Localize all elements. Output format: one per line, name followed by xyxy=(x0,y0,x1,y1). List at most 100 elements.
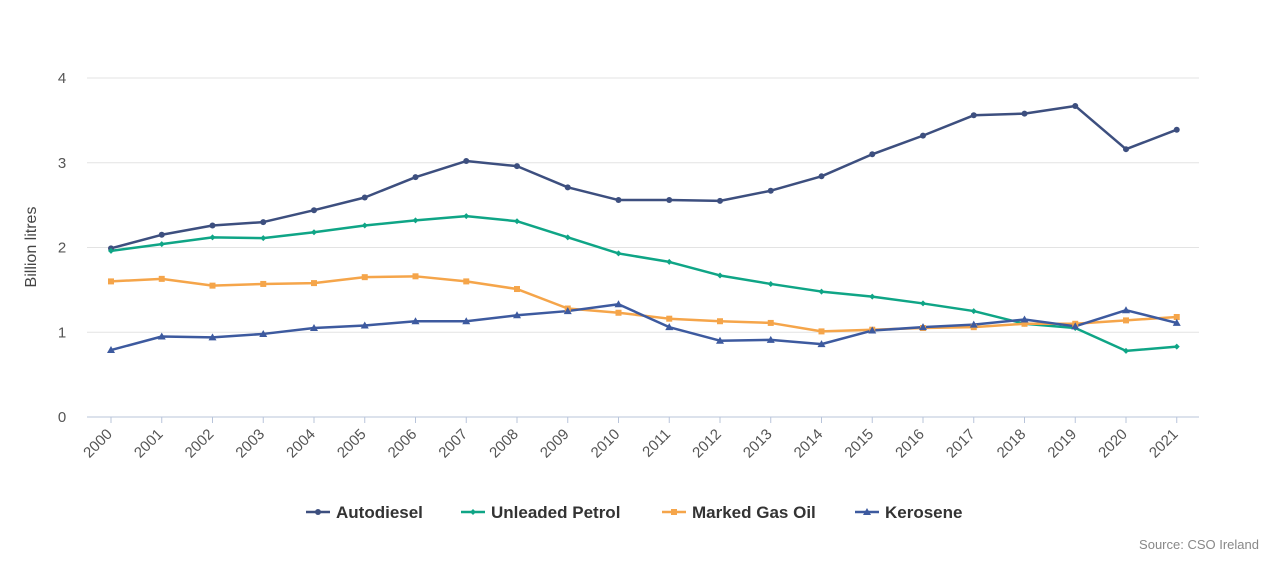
data-point-unleaded-petrol xyxy=(1173,343,1180,350)
data-point-kerosene xyxy=(513,311,521,319)
data-point-unleaded-petrol xyxy=(970,308,977,315)
x-tick-label: 2015 xyxy=(841,426,877,462)
data-point-autodiesel xyxy=(209,222,216,229)
x-tick-label: 2011 xyxy=(639,426,674,461)
data-point-unleaded-petrol xyxy=(920,300,926,307)
legend-marker xyxy=(470,509,476,515)
data-point-autodiesel xyxy=(311,207,317,214)
data-point-unleaded-petrol xyxy=(158,241,165,248)
data-point-kerosene xyxy=(411,317,420,325)
data-point-kerosene xyxy=(919,323,927,331)
data-point-unleaded-petrol xyxy=(514,218,520,225)
data-point-unleaded-petrol xyxy=(361,222,368,229)
series-markers xyxy=(107,102,1181,354)
data-point-kerosene xyxy=(766,335,775,343)
x-tick-label: 2013 xyxy=(740,426,776,462)
data-point-autodiesel xyxy=(1072,102,1079,109)
data-point-kerosene xyxy=(1172,318,1181,326)
source-note: Source: CSO Ireland xyxy=(1139,537,1259,552)
data-point-kerosene xyxy=(716,336,724,344)
data-point-unleaded-petrol xyxy=(108,247,114,254)
data-point-unleaded-petrol xyxy=(717,272,723,279)
legend-marker xyxy=(863,508,871,515)
data-point-kerosene xyxy=(1071,322,1080,330)
x-tick-label: 2009 xyxy=(537,426,573,462)
data-point-marked-gas-oil xyxy=(108,278,114,285)
data-point-marked-gas-oil xyxy=(767,319,774,326)
data-point-marked-gas-oil xyxy=(412,273,419,280)
y-tick-label: 0 xyxy=(58,409,66,426)
data-point-marked-gas-oil xyxy=(209,282,216,289)
legend-item-kerosene: Kerosene xyxy=(855,503,962,522)
x-tick-label: 2016 xyxy=(892,426,928,462)
data-point-kerosene xyxy=(563,307,572,315)
x-tick-label: 2001 xyxy=(131,426,167,462)
data-point-unleaded-petrol xyxy=(311,229,317,236)
data-point-autodiesel xyxy=(514,163,520,170)
legend-label: Kerosene xyxy=(885,503,962,522)
x-tick-label: 2008 xyxy=(486,426,522,462)
data-point-unleaded-petrol xyxy=(767,280,774,287)
data-point-autodiesel xyxy=(717,197,723,204)
x-axis-ticks: 2000 2001 2002 2003 2004 2005 2006 2007 2008 2009… xyxy=(80,417,1182,462)
x-tick-label: 2002 xyxy=(182,426,218,462)
x-tick-label: 2007 xyxy=(435,426,471,462)
legend-marker xyxy=(671,509,677,515)
data-point-autodiesel xyxy=(818,173,825,180)
data-point-autodiesel xyxy=(615,197,622,204)
series-lines xyxy=(110,104,1178,353)
data-point-autodiesel xyxy=(970,112,977,119)
x-tick-label: 2010 xyxy=(588,426,624,462)
data-point-unleaded-petrol xyxy=(1123,347,1129,354)
data-point-marked-gas-oil xyxy=(615,309,622,316)
legend: Autodiesel Unleaded Petrol Marked Gas Oil K… xyxy=(306,503,962,522)
data-point-kerosene xyxy=(157,332,166,340)
data-point-unleaded-petrol xyxy=(463,213,470,220)
data-point-unleaded-petrol xyxy=(564,234,571,241)
data-point-autodiesel xyxy=(412,174,419,181)
y-tick-label: 1 xyxy=(58,324,66,341)
y-tick-label: 2 xyxy=(58,240,66,257)
x-tick-label: 2018 xyxy=(994,426,1030,462)
legend-item-autodiesel: Autodiesel xyxy=(306,503,423,522)
data-point-autodiesel xyxy=(767,187,774,194)
data-point-unleaded-petrol xyxy=(818,288,825,295)
data-point-autodiesel xyxy=(869,151,876,158)
data-point-autodiesel xyxy=(666,197,673,204)
data-point-marked-gas-oil xyxy=(717,318,723,325)
data-point-kerosene xyxy=(310,324,318,332)
x-tick-label: 2006 xyxy=(385,426,421,462)
x-tick-label: 2020 xyxy=(1095,426,1131,462)
data-point-marked-gas-oil xyxy=(260,280,267,287)
data-point-autodiesel xyxy=(920,132,926,139)
data-point-unleaded-petrol xyxy=(260,235,267,242)
series-line-autodiesel xyxy=(110,104,1178,250)
data-point-kerosene xyxy=(259,329,268,337)
x-tick-label: 2003 xyxy=(232,426,268,462)
data-point-marked-gas-oil xyxy=(818,328,825,335)
data-point-kerosene xyxy=(107,346,115,354)
data-point-autodiesel xyxy=(1123,146,1129,153)
data-point-unleaded-petrol xyxy=(209,234,216,241)
data-point-marked-gas-oil xyxy=(463,278,470,285)
data-point-kerosene xyxy=(868,326,877,334)
data-point-kerosene xyxy=(665,323,674,331)
data-point-kerosene xyxy=(1122,306,1130,314)
data-point-autodiesel xyxy=(1173,126,1180,133)
data-point-autodiesel xyxy=(564,184,571,191)
x-tick-label: 2000 xyxy=(80,426,116,462)
data-point-autodiesel xyxy=(1021,110,1028,117)
data-point-unleaded-petrol xyxy=(412,217,419,224)
x-tick-label: 2017 xyxy=(943,426,979,462)
data-point-autodiesel xyxy=(158,231,165,238)
data-point-unleaded-petrol xyxy=(869,293,876,300)
data-point-marked-gas-oil xyxy=(1021,320,1028,327)
legend-label: Unleaded Petrol xyxy=(491,503,620,522)
data-point-autodiesel xyxy=(463,158,470,165)
data-point-marked-gas-oil xyxy=(666,315,673,322)
data-point-kerosene xyxy=(1020,315,1029,323)
x-tick-label: 2014 xyxy=(791,426,827,462)
series-line-marked-gas-oil xyxy=(110,275,1177,333)
y-axis-label: Billion litres xyxy=(23,207,40,288)
